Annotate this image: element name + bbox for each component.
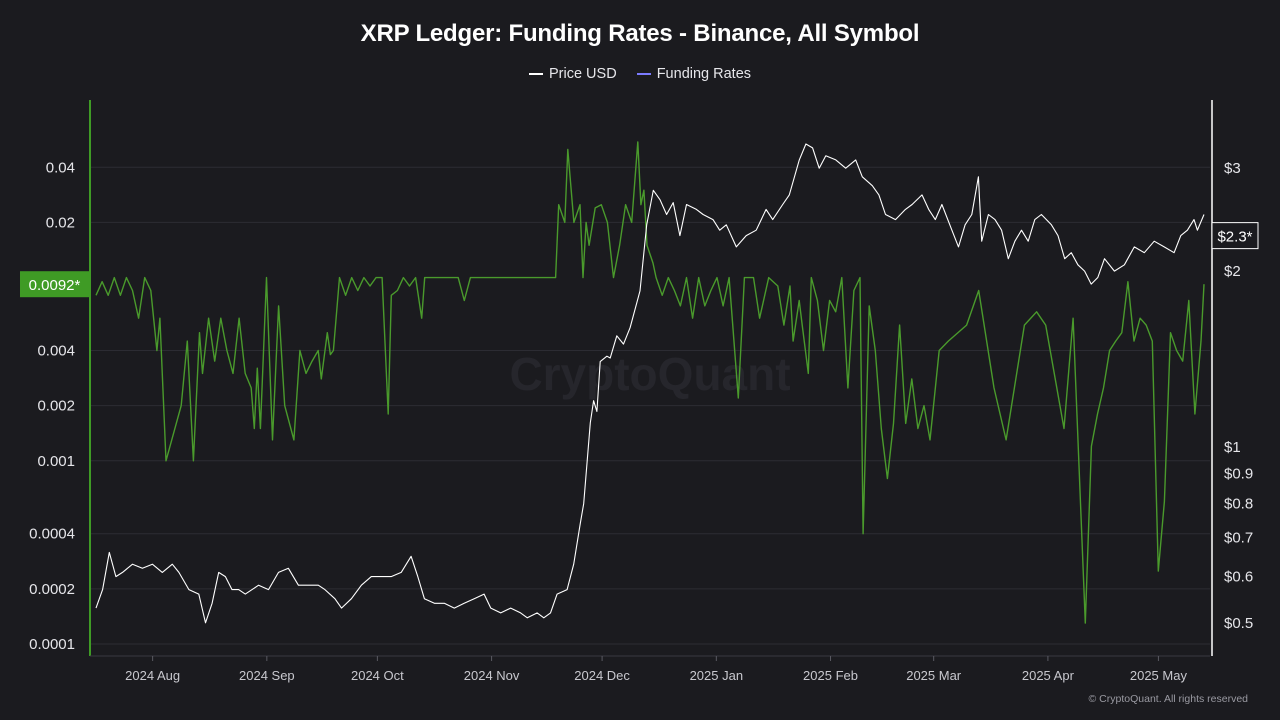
x-tick-label: 2025 May (1130, 668, 1188, 683)
left-tick-label: 0.002 (37, 398, 75, 415)
right-tick-label: $0.9 (1224, 466, 1253, 483)
legend-item-price[interactable]: Price USD (528, 66, 617, 82)
x-tick-label: 2024 Aug (125, 668, 180, 683)
right-tick-label: $2 (1224, 263, 1241, 280)
series-line-funding-rates (95, 141, 1205, 624)
x-tick-label: 2025 Mar (906, 668, 962, 683)
legend-item-funding[interactable]: Funding Rates (636, 66, 752, 82)
right-tick-label: $0.7 (1224, 529, 1253, 546)
x-tick-label: 2024 Dec (574, 668, 630, 683)
x-tick-label: 2024 Sep (239, 668, 295, 683)
left-tick-label: 0.0004 (29, 526, 75, 543)
legend-label-price: Price USD (548, 66, 617, 82)
funding-current-marker (20, 271, 89, 298)
x-tick-label: 2025 Feb (803, 668, 858, 683)
left-tick-label: 0.004 (37, 342, 75, 359)
right-tick-label: $3 (1224, 160, 1241, 177)
left-tick-label: 0.02 (46, 214, 75, 231)
x-tick-label: 2025 Jan (690, 668, 744, 683)
left-tick-label: 0.0002 (29, 581, 75, 598)
watermark: CryptoQuant (509, 348, 790, 400)
price-current-label: $2.3* (1217, 229, 1252, 246)
legend-swatch-price (528, 73, 543, 75)
current-value-markers: 0.0092* $2.3* (20, 222, 1259, 298)
right-tick-label: $0.6 (1224, 569, 1253, 586)
legend-label-funding: Funding Rates (656, 66, 752, 82)
left-axis: 0.04 0.02 0.004 0.002 0.001 0.0004 0.0002 0.000… (29, 100, 91, 656)
x-tick-label: 2024 Oct (351, 668, 404, 683)
grid-lines (90, 166, 1210, 645)
x-tick-label: 2025 Apr (1022, 668, 1075, 683)
right-tick-label: $0.5 (1224, 615, 1253, 632)
price-current-marker (1211, 222, 1259, 250)
chart-legend: Price USD Funding Rates (0, 63, 1280, 82)
right-axis: $3 $2 $1 $0.9 $0.8 $0.7 $0.6 $0.5 (1211, 100, 1253, 656)
left-tick-label: 0.001 (37, 453, 75, 470)
right-tick-label: $0.8 (1224, 496, 1253, 513)
left-tick-label: 0.0001 (29, 636, 75, 653)
series-line-price-usd (95, 143, 1205, 624)
x-axis: 2024 Aug 2024 Sep 2024 Oct 2024 Nov 2024 Dec… (90, 655, 1210, 683)
funding-current-label: 0.0092* (29, 277, 81, 294)
right-tick-label: $1 (1224, 439, 1241, 456)
x-tick-label: 2024 Nov (464, 668, 520, 683)
legend-swatch-funding (636, 73, 651, 75)
copyright-text: © CryptoQuant. All rights reserved (1089, 693, 1249, 705)
series-layer (95, 141, 1205, 624)
left-tick-label: 0.04 (46, 159, 75, 176)
chart-title: XRP Ledger: Funding Rates - Binance, All… (360, 20, 920, 47)
